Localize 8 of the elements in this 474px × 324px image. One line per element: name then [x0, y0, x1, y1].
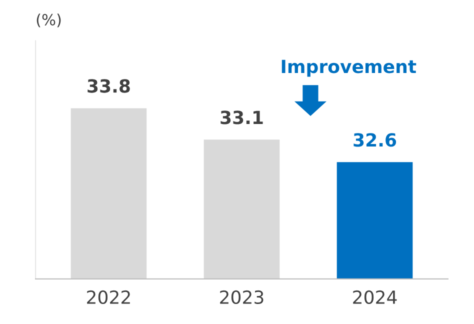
x-tick-label: 2023 — [220, 290, 264, 304]
annotation: Improvement — [282, 60, 416, 77]
y-axis-title: (%) — [36, 14, 61, 28]
data-label: 33.8 — [88, 79, 130, 93]
x-tick-label: 2022 — [87, 290, 130, 304]
data-label: 33.1 — [220, 110, 263, 124]
x-tick-label: 2024 — [353, 290, 397, 304]
data-label: 32.6 — [354, 133, 396, 147]
